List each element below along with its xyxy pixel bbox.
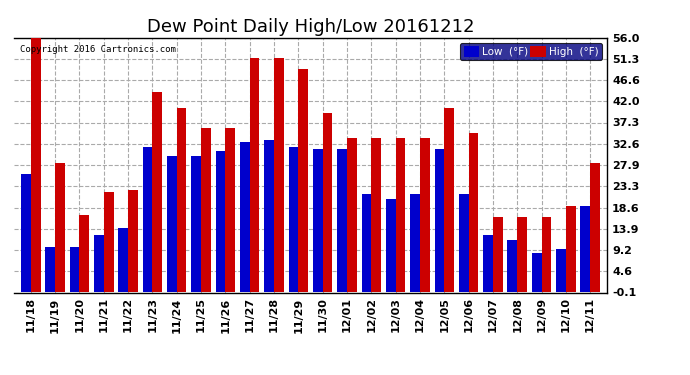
Bar [119, 228, 128, 292]
Bar [128, 190, 138, 292]
Bar [55, 162, 65, 292]
Bar [240, 142, 250, 292]
Bar [177, 108, 186, 292]
Bar [226, 128, 235, 292]
Bar [152, 92, 162, 292]
Bar [493, 217, 502, 292]
Bar [298, 69, 308, 292]
Bar [313, 149, 323, 292]
Title: Dew Point Daily High/Low 20161212: Dew Point Daily High/Low 20161212 [147, 18, 474, 36]
Bar [444, 108, 454, 292]
Bar [323, 112, 333, 292]
Bar [250, 58, 259, 292]
Bar [94, 235, 104, 292]
Bar [590, 162, 600, 292]
Bar [556, 249, 566, 292]
Bar [371, 138, 381, 292]
Bar [411, 194, 420, 292]
Bar [483, 235, 493, 292]
Bar [79, 215, 89, 292]
Bar [386, 199, 395, 292]
Bar [264, 140, 274, 292]
Bar [469, 133, 478, 292]
Bar [104, 192, 114, 292]
Bar [201, 128, 210, 292]
Bar [459, 194, 469, 292]
Bar [143, 147, 152, 292]
Bar [337, 149, 347, 292]
Bar [507, 240, 518, 292]
Bar [518, 217, 527, 292]
Bar [395, 138, 405, 292]
Bar [566, 206, 575, 292]
Bar [580, 206, 590, 292]
Bar [274, 58, 284, 292]
Bar [288, 147, 298, 292]
Bar [420, 138, 430, 292]
Bar [31, 38, 41, 292]
Bar [191, 156, 201, 292]
Bar [70, 247, 79, 292]
Legend: Low  (°F), High  (°F): Low (°F), High (°F) [460, 43, 602, 60]
Bar [21, 174, 31, 292]
Bar [167, 156, 177, 292]
Bar [46, 247, 55, 292]
Bar [362, 194, 371, 292]
Bar [435, 149, 444, 292]
Bar [347, 138, 357, 292]
Text: Copyright 2016 Cartronics.com: Copyright 2016 Cartronics.com [20, 45, 176, 54]
Bar [216, 151, 226, 292]
Bar [542, 217, 551, 292]
Bar [532, 254, 542, 292]
